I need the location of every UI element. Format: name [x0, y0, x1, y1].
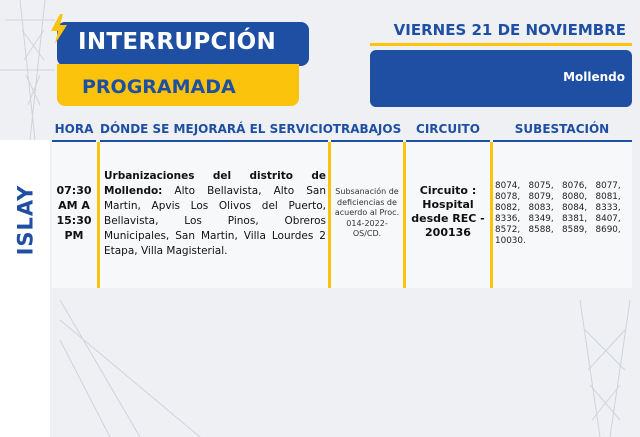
substation-code: 8333, [595, 203, 621, 213]
region-label: ISLAY [2, 175, 48, 265]
page-title: INTERRUPCIÓN [78, 29, 276, 55]
date-underline [370, 43, 632, 46]
cell-donde: Urbanizaciones del distrito de Mollendo:… [104, 169, 326, 259]
substation-code: 8076, [562, 181, 588, 191]
column-header-trabajos: TRABAJOS [332, 122, 402, 136]
column-separator [403, 142, 406, 288]
donde-district: Urbanizaciones del distrito de Mollendo: [104, 170, 326, 197]
region-text: ISLAY [13, 184, 37, 256]
date-label: VIERNES 21 DE NOVIEMBRE [393, 21, 626, 39]
substation-code: 8572, [495, 225, 521, 235]
header-divider [493, 140, 632, 142]
subtitle-banner [57, 64, 299, 106]
column-separator [490, 142, 493, 288]
column-separator [328, 142, 331, 288]
cell-subestacion: 8074, 8075, 8076, 8077, 8078, 8079, 8080… [495, 181, 629, 247]
lightning-bolt-icon [51, 14, 67, 44]
substation-code: 8083, [528, 203, 554, 213]
column-header-subestacion: SUBESTACIÓN [514, 122, 610, 136]
cell-circuito: Circuito : Hospital desde REC - 200136 [411, 184, 485, 239]
left-band [0, 140, 50, 437]
header-divider [52, 140, 96, 142]
header-divider [406, 140, 490, 142]
page-subtitle: PROGRAMADA [82, 76, 236, 98]
column-header-hora: HORA [54, 122, 94, 136]
substation-code: 8077, [595, 181, 621, 191]
substation-code: 10030. [495, 236, 526, 246]
hora-line: AM A [58, 199, 90, 212]
title-banner [57, 22, 309, 66]
substation-code: 8082, [495, 203, 521, 213]
substation-code: 8349, [528, 214, 554, 224]
substation-code: 8407, [595, 214, 621, 224]
substation-code: 8080, [562, 192, 588, 202]
header-divider [331, 140, 403, 142]
substation-code: 8078, [495, 192, 521, 202]
substation-code: 8381, [562, 214, 588, 224]
column-separator [97, 142, 100, 288]
location-banner [370, 50, 632, 107]
hora-line: 07:30 [56, 184, 92, 197]
substation-code: 8690, [595, 225, 621, 235]
substation-code: 8081, [595, 192, 621, 202]
substation-code: 8079, [528, 192, 554, 202]
location-label: Mollendo [563, 70, 625, 84]
column-header-donde: DÓNDE SE MEJORARÁ EL SERVICIO [100, 122, 333, 136]
substation-code: 8589, [562, 225, 588, 235]
cell-hora: 07:30 AM A 15:30 PM [52, 183, 96, 243]
substation-code: 8336, [495, 214, 521, 224]
substation-code: 8588, [528, 225, 554, 235]
cell-trabajos: Subsanación de deficiencias de acuerdo a… [334, 187, 400, 238]
hora-line: 15:30 [56, 214, 92, 227]
hora-line: PM [64, 229, 84, 242]
substation-code: 8084, [562, 203, 588, 213]
table-row [52, 142, 632, 288]
header-divider [100, 140, 328, 142]
substation-code: 8074, [495, 181, 521, 191]
donde-urbanizaciones: Alto Bellavista, Alto San Martin, Apvis … [104, 185, 326, 257]
column-header-circuito: CIRCUITO [416, 122, 480, 136]
substation-code: 8075, [528, 181, 554, 191]
